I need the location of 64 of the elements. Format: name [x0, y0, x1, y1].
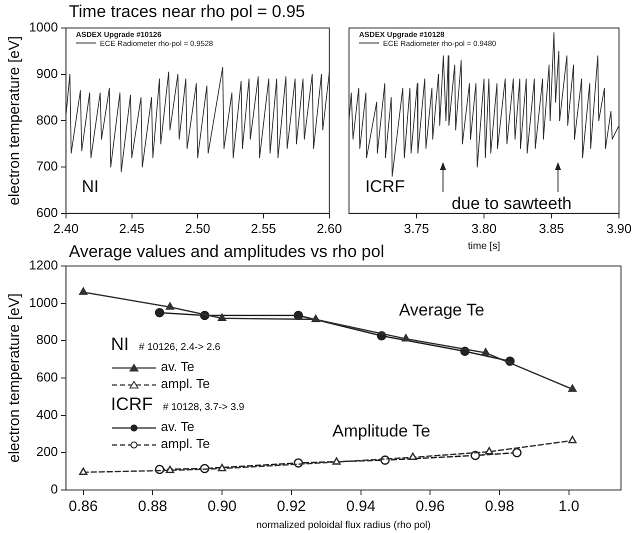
annotation: ICRF: [110, 394, 153, 414]
x-tick-label: 0.94: [346, 498, 376, 516]
x-tick-label: 2.55: [250, 220, 276, 236]
point: [166, 466, 174, 474]
point: [218, 314, 226, 321]
x-axis-title: normalized poloidal flux radius (rho pol): [256, 520, 431, 531]
x-tick-label: 0.90: [207, 498, 237, 516]
x-tick-label: 1.0: [558, 498, 580, 516]
point: [482, 348, 490, 356]
y-axis-title: electron temperature [eV]: [6, 293, 24, 463]
y-tick-label: 600: [36, 204, 58, 220]
point: [332, 457, 341, 465]
y-tick-label: 200: [36, 444, 58, 460]
x-tick-label: 3.75: [404, 220, 430, 236]
point: [218, 464, 226, 472]
y-tick-label: 800: [36, 332, 58, 348]
point: [79, 287, 88, 295]
y-tick-label: 600: [36, 370, 58, 385]
y-tick-label: 700: [36, 158, 58, 174]
x-tick-label: 0.88: [138, 498, 168, 516]
y-tick-label: 1000: [29, 294, 58, 310]
x-axis-title: time [s]: [468, 240, 500, 252]
x-tick-label: 3.85: [538, 220, 564, 236]
point: [485, 447, 494, 454]
y-axis-title: electron temperature [eV]: [6, 36, 24, 206]
point: [568, 436, 577, 444]
legend-label: ampl. Te: [160, 435, 211, 452]
point: [312, 314, 320, 322]
legend-label: ampl. Te: [160, 375, 211, 392]
x-tick-label: 0.92: [276, 498, 306, 516]
y-tick-label: 800: [36, 112, 58, 128]
annotation: due to sawteeth: [452, 194, 572, 213]
annotation: # 10128, 3.7-> 3.9: [162, 402, 244, 413]
point: [408, 452, 418, 460]
y-tick-label: 0: [50, 482, 58, 497]
annotation: # 10126, 2.4-> 2.6: [138, 342, 220, 353]
point: [79, 468, 88, 475]
y-tick-label: 900: [36, 66, 58, 81]
x-tick-label: 2.60: [316, 220, 342, 236]
x-tick-label: 2.40: [53, 220, 79, 236]
annotation: NI: [82, 177, 99, 196]
point: [402, 334, 410, 342]
x-tick-label: 0.98: [484, 498, 514, 516]
x-tick-label: 3.90: [606, 220, 632, 236]
point: [166, 302, 174, 310]
annotation: NI: [110, 334, 129, 354]
annotation: ICRF: [365, 177, 405, 196]
legend-label: av. Te: [160, 418, 196, 435]
x-tick-label: 3.80: [471, 220, 497, 236]
annotation: Average Te: [398, 300, 484, 320]
x-tick-label: 2.45: [119, 220, 144, 236]
y-tick-label: 1000: [29, 20, 58, 35]
chart-title: Average values and amplitudes vs rho pol: [68, 242, 384, 262]
chart-title: Time traces near rho pol = 0.95: [68, 2, 305, 22]
x-tick-label: 0.96: [416, 498, 445, 516]
x-tick-label: 0.86: [68, 498, 98, 516]
legend-label: av. Te: [160, 358, 196, 375]
y-tick-label: 400: [36, 406, 58, 422]
y-tick-label: 1200: [29, 258, 58, 273]
point: [512, 448, 522, 458]
point: [154, 308, 164, 318]
point: [568, 384, 577, 392]
annotation: Amplitude Te: [332, 421, 430, 440]
x-tick-label: 2.50: [184, 220, 210, 236]
